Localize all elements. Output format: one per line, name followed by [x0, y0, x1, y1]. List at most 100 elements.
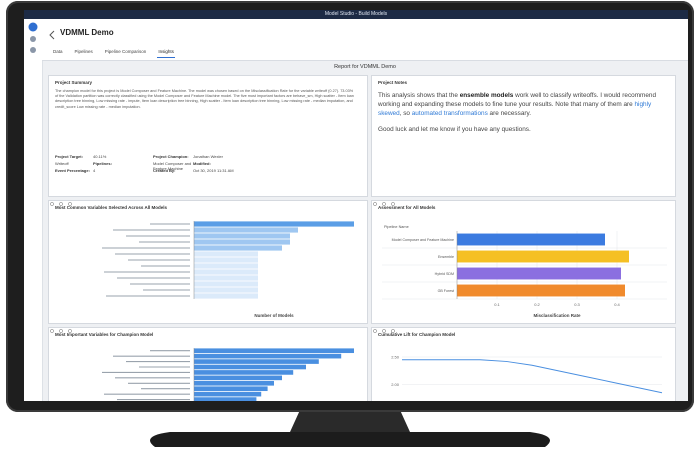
- category-label: GB Forest: [438, 289, 454, 293]
- field-value: Jonathan Wexler: [193, 154, 223, 159]
- tab[interactable]: Pipeline Comparison: [104, 49, 147, 54]
- panel-icon[interactable]: [68, 329, 72, 333]
- y-tick-label: 2.00: [391, 382, 400, 387]
- notes-body: This analysis shows that the ensemble mo…: [378, 91, 668, 141]
- bar: [457, 233, 605, 246]
- chart-panel: Most Important Variables for Champion Mo…: [48, 327, 368, 401]
- nav-item[interactable]: [30, 47, 36, 53]
- bar: [457, 250, 629, 263]
- panel-title: Most Important Variables for Champion Mo…: [55, 332, 154, 337]
- summary-fields: Project Target: Writeoff Event Percentage:…: [55, 154, 355, 175]
- panel-icon[interactable]: [50, 329, 54, 333]
- tab[interactable]: Data: [53, 49, 63, 54]
- field-value: 4: [93, 168, 96, 173]
- field-value: Oct 30, 2019 11:31 AM: [193, 168, 234, 173]
- report-title: Report for VDMML Demo: [334, 64, 396, 70]
- bar: [194, 221, 354, 227]
- field-label: Modified:: [193, 161, 211, 166]
- panel-icons: [50, 202, 72, 206]
- x-tick-label: 0.2: [534, 302, 540, 307]
- bar: [194, 281, 258, 287]
- chart: 0.1 0.2 0.3 0.4 Model Composer and Feature M…: [382, 225, 667, 318]
- chart-panel: Cumulative Lift for Champion Model 2.50 2.…: [371, 327, 676, 401]
- panel-title: Project Notes: [378, 80, 408, 85]
- tab-bar: Data Pipelines Pipeline Comparison Insights: [52, 49, 175, 58]
- note-paragraph: This analysis shows that the ensemble mo…: [378, 91, 668, 118]
- bar: [194, 353, 342, 359]
- bar: [194, 380, 274, 386]
- panel-title: Assessment for All Models: [378, 205, 436, 210]
- panel-icon[interactable]: [68, 202, 72, 206]
- field-value: 40.11%: [93, 154, 107, 159]
- field-value: Model Composer and Feature Machine: [153, 161, 192, 171]
- panel-icon[interactable]: [391, 202, 395, 206]
- bar: [194, 287, 258, 293]
- left-nav: [24, 19, 43, 401]
- legend-title: Pipeline Name: [384, 225, 409, 229]
- bar: [457, 267, 621, 280]
- chart-panel: Assessment for All Models 0.1 0.2 0.3 0.4 Mod…: [371, 200, 676, 324]
- bar: [194, 348, 354, 354]
- note-text: automated transformations: [411, 110, 488, 117]
- bar: [194, 364, 306, 370]
- bar: [194, 375, 282, 381]
- field-value: Writeoff: [55, 161, 69, 166]
- field-label: Project Champion:: [153, 154, 189, 159]
- bar: [194, 293, 258, 299]
- back-icon[interactable]: [45, 27, 59, 47]
- series-line: [402, 359, 663, 394]
- note-text: ensemble models: [459, 92, 514, 99]
- header: VDMML Demo Data Pipelines Pipeline Compari…: [42, 19, 688, 61]
- summary-text: The champion model for this project is M…: [55, 89, 354, 109]
- bar: [194, 359, 319, 364]
- panel-icon[interactable]: [391, 329, 395, 333]
- panel-title: Most Common Variables Selected Across Al…: [55, 205, 167, 210]
- note-text: highly skewed: [378, 101, 652, 117]
- panel-icon[interactable]: [59, 329, 63, 333]
- panel-icon[interactable]: [382, 329, 386, 333]
- tab[interactable]: Pipelines: [74, 49, 93, 54]
- x-tick-label: 0.3: [574, 302, 580, 307]
- monitor-bezel: Model Studio - Build Models VDMML Demo D…: [6, 1, 694, 412]
- field-label: Event Percentage:: [55, 168, 90, 173]
- y-tick-label: 2.50: [391, 354, 400, 359]
- nav-home[interactable]: [28, 22, 38, 32]
- panel-icon[interactable]: [382, 202, 386, 206]
- category-label: Model Composer and Feature Machine: [392, 238, 454, 242]
- panel-icons: [50, 329, 72, 333]
- tab[interactable]: Insights: [157, 49, 175, 58]
- bar: [194, 251, 258, 257]
- summary-panel: Project Summary The champion model for t…: [48, 75, 368, 197]
- bar: [457, 284, 625, 297]
- field-label: Project Target:: [55, 154, 83, 159]
- stand-base: [150, 432, 550, 447]
- x-tick-label: 0.1: [494, 302, 500, 307]
- x-tick-label: 0.4: [614, 302, 620, 307]
- bar: [194, 370, 294, 375]
- notes-panel: Project Notes This analysis shows that t…: [371, 75, 676, 197]
- nav-item[interactable]: [30, 36, 36, 42]
- x-axis-label: Number of Models: [254, 313, 294, 318]
- bar: [194, 386, 268, 392]
- screen: Model Studio - Build Models VDMML Demo D…: [24, 10, 688, 401]
- panel-icon[interactable]: [50, 202, 54, 206]
- x-axis-label: Misclassification Rate: [533, 313, 581, 318]
- chart-panel: Most Common Variables Selected Across Al…: [48, 200, 368, 324]
- panel-icon[interactable]: [59, 202, 63, 206]
- note-text: Good luck and let me know if you have an…: [378, 126, 531, 133]
- panel-icons: [373, 329, 395, 333]
- bar: [194, 257, 258, 263]
- panel-icon[interactable]: [373, 329, 377, 333]
- bar: [194, 391, 262, 397]
- title-bar: Model Studio - Build Models: [24, 10, 688, 19]
- stand-neck: [290, 410, 410, 432]
- panel-icon[interactable]: [373, 202, 377, 206]
- chart: Number of Models: [102, 221, 354, 318]
- note-text: work well to classify writeoffs. I would…: [378, 92, 656, 108]
- bar: [194, 263, 258, 269]
- note-text: This analysis shows that the: [378, 92, 460, 99]
- bar: [194, 245, 282, 251]
- bar: [194, 397, 257, 401]
